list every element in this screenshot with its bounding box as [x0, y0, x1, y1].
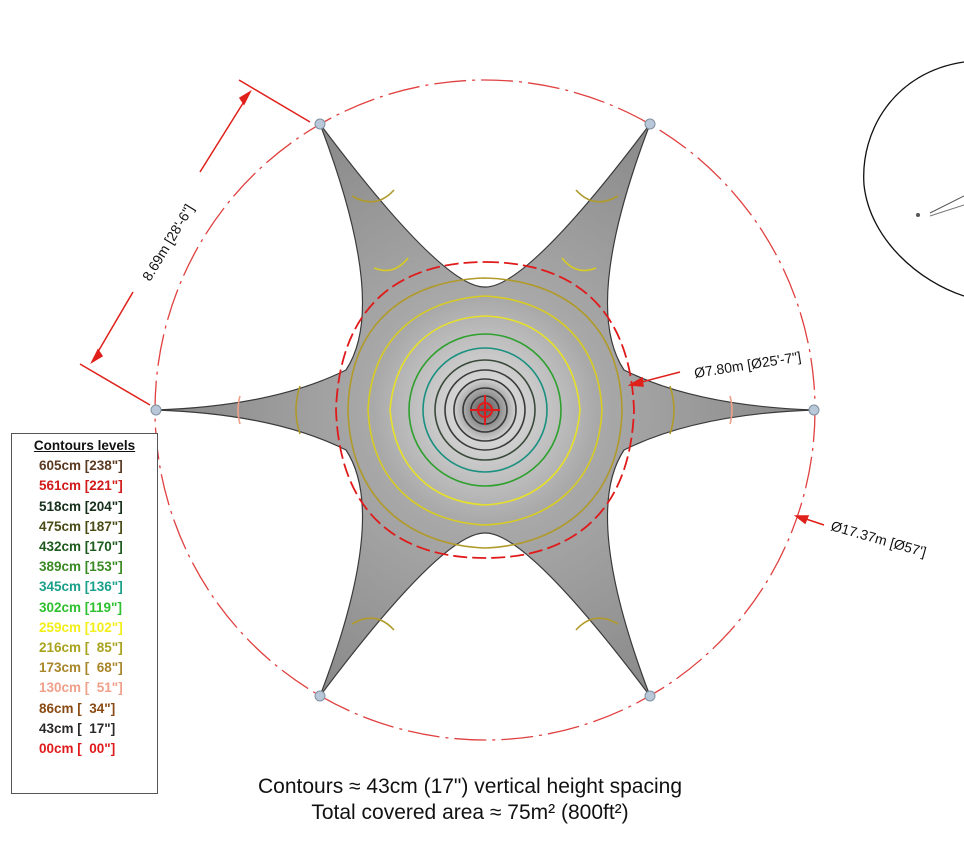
legend-list: 605cm [238"] 561cm [221"] 518cm [204"] 4… [12, 456, 157, 759]
legend-item: 259cm [102"] [39, 619, 123, 635]
contour-red-dashed [335, 261, 635, 559]
caption-line-covered-area: Total covered area ≈ 75m² (800ft²) [311, 801, 629, 824]
outer-diameter-dimension [793, 515, 825, 526]
caption-line-contour-spacing: Contours ≈ 43cm (17") vertical height sp… [257, 775, 682, 798]
contour-lines [237, 189, 733, 631]
contour-legend: Contours levels 605cm [238"] 561cm [221"… [11, 433, 158, 794]
anchor-point [644, 690, 656, 702]
anchor-points [150, 118, 820, 702]
contour-green [408, 333, 562, 487]
inset-view-partial [863, 61, 964, 297]
caption: Contours ≈ 43cm (17") vertical height sp… [170, 774, 770, 826]
contour-olive [347, 277, 623, 549]
side-length-label: 8.69m [28'-6"] [139, 201, 197, 283]
legend-item: 86cm [ 34"] [39, 700, 116, 716]
legend-item: 518cm [204"] [39, 498, 123, 514]
anchor-point [644, 118, 656, 130]
legend-item: 216cm [ 85"] [39, 640, 123, 656]
outer-diameter-label: Ø17.37m [Ø57'] [829, 518, 928, 561]
contour-teal [422, 347, 548, 473]
center-mast-marker [470, 395, 500, 425]
anchor-point [314, 690, 326, 702]
legend-item: 130cm [ 51"] [39, 680, 123, 696]
legend-item: 43cm [ 17"] [39, 720, 116, 736]
legend-item: 302cm [119"] [39, 599, 122, 615]
legend-item: 389cm [153"] [39, 559, 123, 575]
anchor-point [314, 118, 326, 130]
anchor-point [808, 404, 820, 416]
contour-yellow-inner [389, 315, 581, 506]
legend-item: 432cm [170"] [39, 539, 123, 555]
legend-item: 605cm [238"] [39, 458, 123, 474]
legend-item: 475cm [187"] [39, 518, 123, 534]
legend-item: 345cm [136"] [39, 579, 123, 595]
legend-item: 561cm [221"] [39, 478, 123, 494]
legend-item: 00cm [ 00"] [39, 741, 116, 757]
inner-diameter-label: Ø7.80m [Ø25'-7"] [693, 348, 802, 381]
contour-dark-2 [444, 369, 526, 451]
side-length-dimension [79, 79, 311, 406]
anchor-point [150, 404, 162, 416]
contour-dark-1 [434, 359, 536, 461]
contour-dark-3 [453, 378, 517, 442]
legend-item: 173cm [ 68"] [39, 660, 123, 676]
contour-dark-4 [462, 387, 508, 433]
contour-yellow-outer [367, 295, 603, 526]
legend-title: Contours levels [33, 438, 136, 453]
inner-diameter-dimension [627, 371, 681, 387]
